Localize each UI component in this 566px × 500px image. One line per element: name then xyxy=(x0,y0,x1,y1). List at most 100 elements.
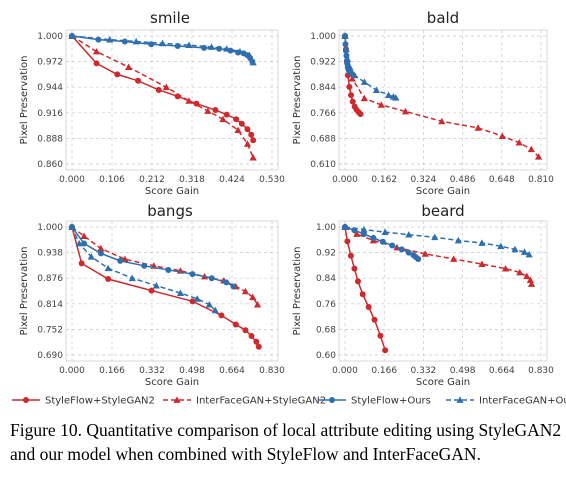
legend-marker xyxy=(23,397,29,403)
data-point xyxy=(253,301,262,308)
chart-title: bald xyxy=(427,9,459,27)
data-point xyxy=(377,101,385,108)
x-tick-label: 0.830 xyxy=(259,366,285,376)
figure: 0.000 0.106 0.212 0.318 0.424 0.530 0.860 0.888… xyxy=(12,9,566,407)
data-point xyxy=(68,223,76,230)
chart-beard: 0.000 0.166 0.332 0.498 0.664 0.830 0.60 0.68 0.… xyxy=(292,202,554,388)
data-point xyxy=(421,250,429,257)
y-tick-label: 0.752 xyxy=(37,325,63,335)
data-point xyxy=(75,239,83,247)
y-tick-label: 0.944 xyxy=(37,83,63,93)
series-styleflow-ours xyxy=(69,224,237,290)
x-tick-label: 0.810 xyxy=(528,175,554,185)
data-point xyxy=(382,347,389,354)
data-point xyxy=(208,275,215,282)
x-tick-label: 0.664 xyxy=(489,366,515,376)
data-point xyxy=(342,45,350,53)
data-point xyxy=(193,295,201,302)
data-point xyxy=(377,332,384,339)
x-tick-label: 0.498 xyxy=(450,366,476,376)
data-point xyxy=(189,298,196,305)
data-point xyxy=(238,120,245,127)
x-tick-label: 0.166 xyxy=(371,366,397,376)
y-tick-label: 1.000 xyxy=(37,32,63,42)
legend-marker xyxy=(173,396,181,403)
data-point xyxy=(348,75,356,82)
data-point xyxy=(365,304,372,310)
x-axis-label: Score Gain xyxy=(416,186,470,197)
data-point xyxy=(249,58,257,66)
data-point xyxy=(348,92,355,99)
data-point xyxy=(208,43,216,50)
x-tick-label: 0.166 xyxy=(99,366,125,376)
data-point xyxy=(204,107,212,114)
data-point xyxy=(216,45,223,52)
data-point xyxy=(121,38,128,45)
y-tick-label: 1.000 xyxy=(310,32,336,42)
data-point xyxy=(185,41,193,49)
data-point xyxy=(245,51,253,59)
data-point xyxy=(360,231,367,238)
data-point xyxy=(249,293,257,301)
data-point xyxy=(344,238,351,245)
data-point xyxy=(106,36,114,43)
data-point xyxy=(250,137,257,144)
y-tick-label: 0.814 xyxy=(37,300,63,310)
data-point xyxy=(242,327,249,334)
series-interfacegan-ours xyxy=(341,32,400,101)
y-tick-label: 1.000 xyxy=(37,223,63,233)
series-line xyxy=(344,226,386,351)
y-tick-label: 0.68 xyxy=(316,325,336,335)
legend: StyleFlow+StyleGAN2 InterFaceGAN+StyleGAN… xyxy=(12,396,566,407)
data-point xyxy=(128,274,136,282)
data-point xyxy=(92,47,101,55)
y-tick-label: 1.00 xyxy=(316,223,336,233)
y-tick-label: 0.60 xyxy=(316,351,336,361)
data-point xyxy=(389,242,396,249)
data-point xyxy=(478,260,486,267)
y-tick-label: 0.766 xyxy=(310,109,336,119)
data-point xyxy=(135,77,142,84)
data-point xyxy=(125,63,133,70)
data-point xyxy=(523,272,531,280)
data-point xyxy=(379,238,386,245)
data-point xyxy=(249,154,257,161)
y-tick-label: 0.922 xyxy=(310,58,336,68)
x-tick-label: 0.000 xyxy=(332,175,358,185)
data-point xyxy=(478,239,486,246)
series-interfacegan-ours xyxy=(68,32,257,66)
plot-area xyxy=(65,29,279,171)
plot-area xyxy=(65,220,279,362)
data-point xyxy=(401,107,410,115)
data-point xyxy=(211,306,219,314)
data-point xyxy=(152,282,160,289)
data-point xyxy=(392,94,400,101)
legend-item-styleflow-stylegan2: StyleFlow+StyleGAN2 xyxy=(12,396,155,407)
data-point xyxy=(454,236,462,244)
chart-title: smile xyxy=(150,9,190,27)
data-point xyxy=(351,265,358,272)
data-point xyxy=(243,140,252,147)
y-axis-label: Pixel Preservation xyxy=(292,247,303,336)
data-point xyxy=(372,86,381,94)
y-tick-label: 0.916 xyxy=(37,109,63,119)
series-interfacegan-ours xyxy=(68,223,219,314)
data-point xyxy=(371,316,378,323)
data-point xyxy=(223,279,230,286)
y-tick-label: 0.876 xyxy=(37,274,63,284)
chart-bald: 0.000 0.162 0.324 0.486 0.648 0.810 0.610 0.688… xyxy=(292,9,554,197)
y-tick-label: 0.938 xyxy=(37,249,63,259)
legend-item-interfacegan-ours: InterFaceGAN+Ours xyxy=(446,396,566,407)
data-point xyxy=(511,245,519,253)
data-point xyxy=(95,36,102,43)
data-point xyxy=(219,115,227,123)
data-point xyxy=(132,37,140,45)
data-point xyxy=(97,244,105,252)
plot-area xyxy=(338,29,548,171)
data-point xyxy=(497,242,505,250)
series-interfacegan-stylegan2 xyxy=(341,223,536,287)
data-point xyxy=(398,246,405,253)
data-point xyxy=(498,132,506,139)
data-point xyxy=(525,250,533,258)
series-line xyxy=(344,226,533,285)
